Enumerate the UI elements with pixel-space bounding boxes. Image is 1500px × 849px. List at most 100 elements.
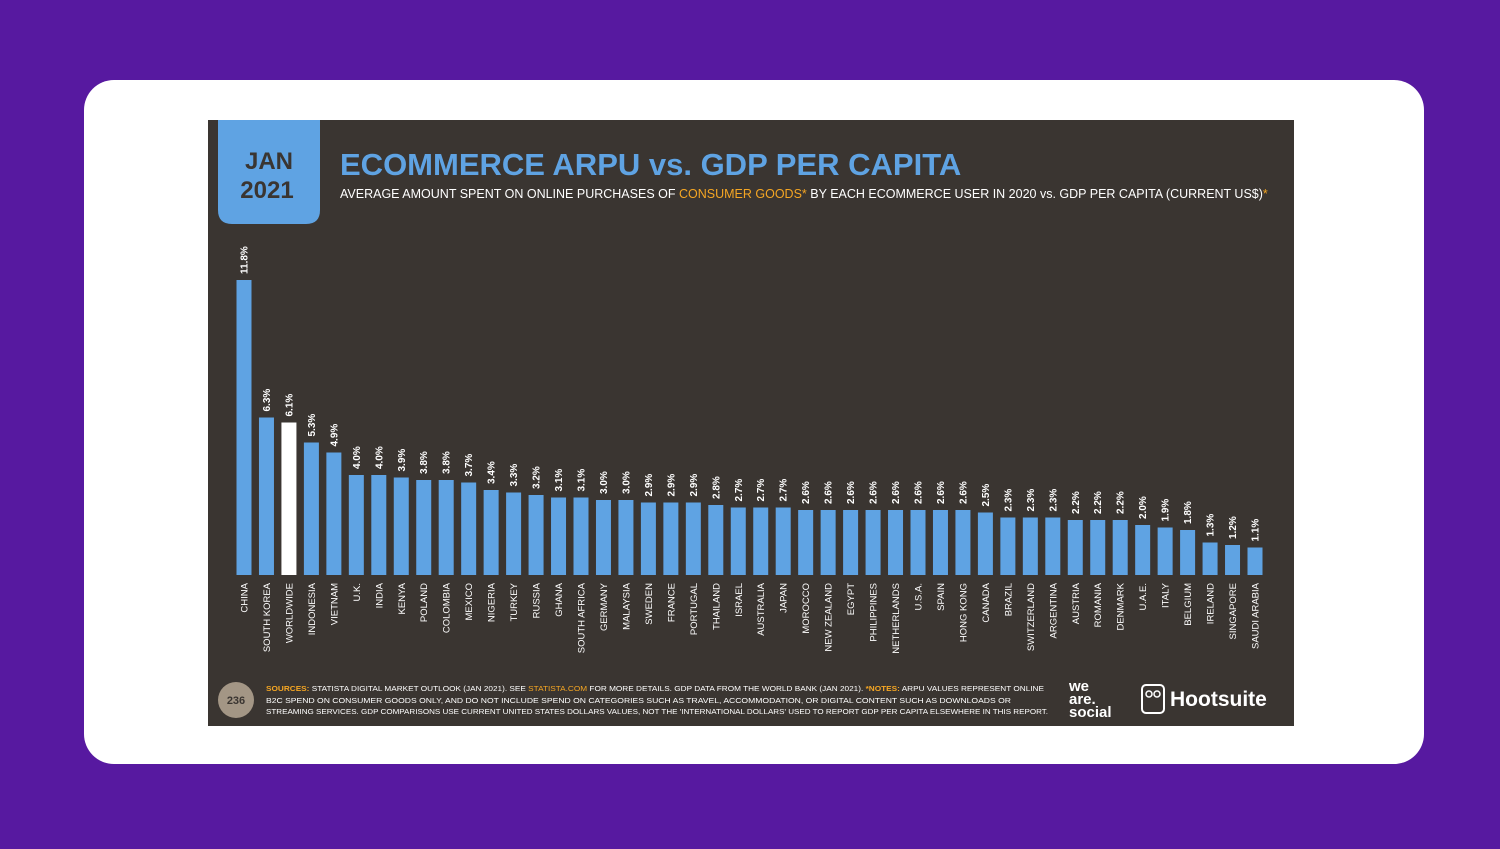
x-tick-label: CHINA (240, 582, 251, 612)
badge-year: 2021 (240, 177, 293, 204)
bar (775, 507, 791, 575)
bar (528, 495, 544, 575)
value-label: 2.6% (824, 481, 835, 504)
x-tick-label: HONG KONG (958, 583, 969, 642)
value-label: 2.7% (779, 479, 790, 502)
value-label: 3.0% (599, 471, 610, 494)
bar (1067, 520, 1083, 575)
bar (348, 475, 364, 575)
value-label: 3.8% (419, 451, 430, 474)
bar (1225, 545, 1241, 575)
notes-label: *NOTES: (866, 684, 900, 693)
x-tick-label: BELGIUM (1183, 583, 1194, 626)
x-tick-label: NEW ZEALAND (824, 583, 835, 652)
bar (618, 500, 634, 575)
bar (483, 490, 499, 575)
value-label: 2.6% (958, 481, 969, 504)
hootsuite-icon-eye (1145, 690, 1153, 698)
x-tick-label: U.S.A. (914, 583, 925, 610)
x-tick-label: SPAIN (936, 583, 947, 611)
value-label: 2.9% (644, 474, 655, 497)
bar (326, 452, 342, 575)
value-label: 2.6% (914, 481, 925, 504)
value-label: 2.8% (711, 476, 722, 499)
bar (1247, 547, 1263, 575)
sources-text: FOR MORE DETAILS. GDP DATA FROM THE WORL… (589, 684, 863, 693)
subtitle-text: BY EACH ECOMMERCE USER IN 2020 vs. GDP P… (810, 187, 1263, 201)
x-tick-label: VIETNAM (329, 583, 340, 625)
x-tick-label: KENYA (397, 582, 408, 614)
logo-line: we (1068, 678, 1089, 695)
subtitle-asterisk: * (1263, 187, 1268, 201)
bar (977, 512, 993, 575)
x-tick-label: AUSTRALIA (756, 582, 767, 635)
bar (1090, 520, 1106, 575)
sources-text: STATISTA DIGITAL MARKET OUTLOOK (JAN 202… (312, 684, 526, 693)
value-label: 2.6% (801, 481, 812, 504)
value-label: 2.5% (981, 484, 992, 507)
value-label: 2.0% (1138, 496, 1149, 519)
date-badge (218, 120, 320, 224)
bar (910, 510, 926, 575)
value-label: 3.2% (532, 466, 543, 489)
bar (932, 510, 948, 575)
value-label: 3.3% (509, 464, 520, 487)
value-label: 1.3% (1206, 514, 1217, 537)
page-number: 236 (227, 695, 245, 707)
subtitle-highlight: CONSUMER GOODS* (679, 187, 807, 201)
x-tick-label: SINGAPORE (1228, 583, 1239, 640)
x-tick-label: SWITZERLAND (1026, 583, 1037, 651)
x-tick-label: ROMANIA (1093, 582, 1104, 627)
bar (303, 442, 319, 575)
value-label: 2.9% (666, 474, 677, 497)
bar (798, 510, 814, 575)
x-tick-label: MOROCCO (801, 583, 812, 634)
subtitle-text: AVERAGE AMOUNT SPENT ON ONLINE PURCHASES… (340, 187, 676, 201)
x-tick-label: POLAND (419, 583, 430, 622)
value-label: 1.8% (1183, 501, 1194, 524)
bar (1180, 530, 1196, 575)
x-tick-label: CANADA (981, 582, 992, 622)
bar (1202, 542, 1218, 575)
value-label: 2.7% (734, 479, 745, 502)
sources-line: SOURCES: STATISTA DIGITAL MARKET OUTLOOK… (266, 684, 1044, 693)
x-tick-label: WORLDWIDE (284, 583, 295, 643)
x-tick-label: AUSTRIA (1071, 582, 1082, 624)
value-label: 2.3% (1026, 489, 1037, 512)
value-label: 3.7% (464, 454, 475, 477)
page-badge (218, 682, 254, 718)
value-label: 2.2% (1093, 491, 1104, 514)
value-label: 5.3% (307, 414, 318, 437)
x-tick-label: U.K. (352, 583, 363, 601)
value-label: 2.6% (891, 481, 902, 504)
value-label: 2.3% (1003, 489, 1014, 512)
x-tick-label: JAPAN (779, 583, 790, 613)
bar (663, 502, 679, 575)
notes-line: B2C SPEND ON CONSUMER GOODS ONLY, AND DO… (266, 696, 1012, 705)
x-tick-label: EGYPT (846, 583, 857, 615)
x-tick-label: FRANCE (666, 583, 677, 622)
x-tick-label: COLOMBIA (442, 582, 453, 633)
bar (640, 502, 656, 575)
bar (416, 480, 432, 575)
bar (865, 510, 881, 575)
logo-line: social (1069, 704, 1112, 721)
x-tick-label: DENMARK (1116, 582, 1127, 630)
value-label: 6.1% (284, 394, 295, 417)
value-label: 6.3% (262, 389, 273, 412)
bar (281, 422, 297, 575)
value-label: 4.0% (374, 446, 385, 469)
bar (506, 492, 522, 575)
x-tick-label: SWEDEN (644, 583, 655, 625)
x-tick-label: IRELAND (1206, 583, 1217, 624)
value-label: 1.1% (1251, 519, 1262, 542)
bar (843, 510, 859, 575)
bar (1000, 517, 1016, 575)
bar (595, 500, 611, 575)
x-tick-label: SOUTH KOREA (262, 582, 273, 652)
bar (371, 475, 387, 575)
value-label: 3.8% (442, 451, 453, 474)
bar (236, 280, 252, 575)
bar (820, 510, 836, 575)
